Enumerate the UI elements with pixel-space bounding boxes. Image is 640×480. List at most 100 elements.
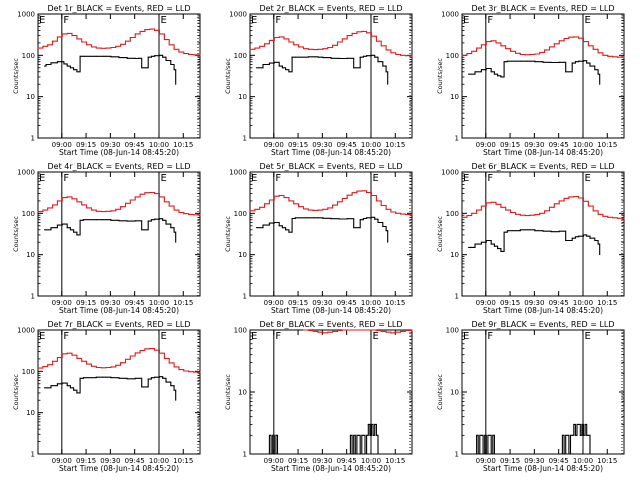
data-point-lld: [336, 330, 338, 332]
x-tick-label: 09:00: [52, 141, 72, 149]
data-point-events: [550, 62, 552, 64]
data-point-events: [95, 55, 97, 57]
data-point-lld: [110, 366, 112, 368]
data-point-lld: [110, 210, 112, 212]
data-point-lld: [178, 211, 180, 213]
data-point-lld: [327, 207, 329, 209]
data-point-lld: [168, 44, 170, 46]
data-point-events: [147, 378, 149, 380]
data-point-events: [314, 56, 316, 58]
data-point-events: [134, 377, 136, 379]
data-point-events: [568, 453, 570, 455]
data-point-events: [306, 453, 308, 455]
data-point-events: [578, 423, 580, 425]
chart-title: Det 8r_BLACK = Events, RED = LLD: [259, 320, 402, 329]
data-point-events: [467, 246, 469, 248]
flag-label-F: F: [63, 331, 69, 342]
data-point-events: [586, 62, 588, 64]
x-tick-label: 09:00: [476, 141, 496, 149]
data-point-lld: [302, 48, 304, 50]
data-point-lld: [617, 217, 619, 219]
data-point-events: [558, 61, 560, 63]
data-point-lld: [529, 214, 531, 216]
data-point-lld: [544, 210, 546, 212]
data-point-events: [372, 434, 374, 436]
data-point-events: [338, 453, 340, 455]
data-point-events: [56, 61, 58, 63]
data-point-lld: [341, 329, 343, 331]
data-point-events: [61, 61, 63, 63]
data-point-events: [291, 217, 293, 219]
y-tick-label: 1: [455, 293, 459, 301]
data-point-lld: [293, 203, 295, 205]
data-point-events: [63, 63, 65, 65]
data-point-events: [526, 453, 528, 455]
data-point-events: [366, 217, 368, 219]
data-point-events: [288, 231, 290, 233]
y-tick-label: 10: [450, 93, 459, 101]
x-tick-label: 10:15: [597, 457, 617, 465]
data-point-events: [583, 60, 584, 62]
data-point-lld: [52, 40, 54, 42]
y-tick-label: 1000: [17, 327, 35, 335]
data-point-events: [589, 65, 591, 67]
data-point-lld: [312, 49, 314, 51]
data-point-events: [137, 57, 139, 59]
data-point-events: [346, 453, 348, 455]
x-tick-label: 10:00: [573, 457, 593, 465]
data-point-lld: [317, 331, 319, 333]
data-point-events: [558, 453, 560, 455]
data-point-events: [374, 423, 376, 425]
data-point-lld: [380, 45, 382, 47]
data-point-events: [490, 243, 492, 245]
x-axis-label: Start Time (08-Jun-14 08:45:20): [483, 306, 603, 315]
data-point-events: [110, 377, 112, 379]
flag-label-E: E: [161, 331, 167, 342]
data-point-events: [589, 237, 591, 239]
data-point-lld: [149, 191, 151, 193]
x-tick-label: 09:30: [100, 141, 120, 149]
data-point-events: [387, 241, 389, 243]
plot-frame: [249, 13, 413, 139]
data-point-events: [141, 229, 143, 231]
data-point-lld: [159, 33, 160, 35]
data-point-events: [371, 216, 372, 218]
data-point-events: [489, 434, 491, 436]
data-point-events: [550, 231, 552, 233]
data-point-lld: [283, 197, 285, 199]
chart-panel-7: Det 7r_BLACK = Events, RED = LLD 1 10 100 10…: [12, 320, 201, 473]
flag-label-E-left: E: [463, 331, 469, 342]
flag-label-F: F: [487, 331, 493, 342]
data-point-lld: [578, 197, 580, 199]
series-lld: [462, 36, 625, 58]
data-point-lld: [273, 195, 275, 197]
data-point-events: [542, 230, 544, 232]
data-point-events: [162, 377, 164, 379]
data-point-events: [330, 218, 332, 220]
data-point-events: [374, 218, 376, 220]
data-point-events: [294, 217, 296, 219]
data-point-lld: [52, 360, 54, 362]
chart-title: Det 4r_BLACK = Events, RED = LLD: [47, 162, 190, 171]
data-point-events: [73, 389, 75, 391]
data-point-events: [175, 399, 177, 401]
x-tick-label: 10:00: [361, 299, 381, 307]
flag-label-F: F: [63, 15, 69, 26]
data-point-events: [353, 227, 355, 229]
data-point-events: [476, 434, 478, 436]
data-point-lld: [302, 329, 304, 331]
data-point-events: [82, 55, 84, 57]
data-point-events: [479, 434, 481, 436]
data-point-events: [579, 434, 581, 436]
data-point-lld: [612, 217, 614, 219]
data-point-lld: [405, 330, 407, 332]
y-tick-label: 100: [234, 210, 247, 218]
chart-panel-9: Det 9r_BLACK = Events, RED = LLD 1 10 100 09…: [436, 320, 625, 473]
data-point-events: [338, 57, 340, 59]
data-point-events: [95, 219, 97, 221]
data-point-events: [477, 453, 479, 455]
y-axis-label: Counts/sec: [12, 374, 20, 410]
data-point-lld: [61, 197, 63, 199]
data-point-lld: [168, 205, 170, 207]
